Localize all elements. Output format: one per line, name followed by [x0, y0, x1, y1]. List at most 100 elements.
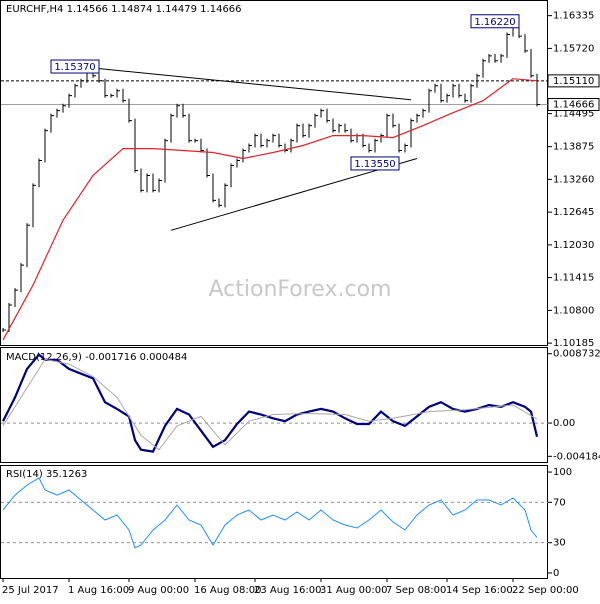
y-tick-label: 1.11415 [553, 273, 594, 284]
price-bar [536, 73, 540, 107]
x-tick-label: 9 Aug 00:00 [128, 585, 189, 596]
annotation-box [50, 59, 100, 74]
price-bar [56, 108, 60, 118]
price-bar [380, 133, 384, 143]
x-tick-label: 1 Aug 16:00 [68, 585, 129, 596]
y-tick-label: 1.14495 [553, 109, 594, 120]
y-tick-label: 0.00 [553, 418, 575, 429]
price-bar [296, 123, 300, 143]
price-bar [482, 58, 486, 78]
x-tick-label: 23 Aug 16:00 [254, 585, 321, 596]
price-bar [428, 88, 432, 113]
price-bar [458, 83, 462, 98]
y-tick-label: 1.12645 [553, 207, 594, 218]
trendline [170, 158, 418, 231]
annotation-label: 1.15370 [54, 62, 95, 73]
price-bar [104, 78, 108, 98]
price-bar [302, 123, 306, 138]
price-bar [152, 173, 156, 193]
y-tick-label: 100 [553, 467, 572, 478]
panel-title: RSI(14) 35.1263 [6, 469, 87, 480]
y-tick-label: 70 [553, 497, 566, 508]
y-tick-label: 30 [553, 538, 566, 549]
y-tick-label: 1.13875 [553, 142, 594, 153]
price-bar [44, 128, 48, 163]
y-tick-label: 1.10185 [553, 338, 594, 349]
level-box [547, 74, 600, 88]
price-bar [176, 103, 180, 118]
level-label: 1.14666 [553, 100, 594, 111]
price-bar [194, 138, 198, 143]
level-label: 1.15110 [553, 76, 594, 87]
y-tick-label: 0.008732 [553, 349, 600, 360]
y-tick-label: 1.13260 [553, 174, 594, 185]
y-tick-label: 1.12030 [553, 240, 594, 251]
price-bar [116, 88, 120, 98]
x-tick-label: 7 Sep 08:00 [386, 585, 446, 596]
price-bar [452, 83, 456, 98]
price-bar [212, 173, 216, 203]
price-bar [344, 123, 348, 133]
indicator-line [2, 477, 538, 549]
price-bar [80, 78, 84, 88]
price-bar [320, 108, 324, 118]
price-bar [20, 263, 24, 293]
x-tick-label: 14 Sep 16:00 [446, 585, 513, 596]
price-bar [158, 178, 162, 193]
x-tick-label: 22 Sep 00:00 [512, 585, 579, 596]
price-bar [38, 158, 42, 188]
main-panel [0, 0, 548, 346]
price-bar [404, 143, 408, 153]
price-bar [494, 53, 498, 63]
price-bar [338, 123, 342, 133]
price-bar [272, 133, 276, 143]
y-tick-label: 1.15720 [553, 43, 594, 54]
price-bar [446, 93, 450, 103]
price-bar [110, 93, 114, 98]
price-bar [14, 288, 18, 308]
price-bar [386, 113, 390, 138]
price-bar [74, 83, 78, 98]
price-bar [398, 123, 402, 153]
price-bar [170, 113, 174, 143]
price-bar [326, 108, 330, 123]
annotation-box [350, 156, 400, 171]
price-bar [122, 88, 126, 103]
price-bar [32, 183, 36, 228]
price-bar [416, 113, 420, 123]
price-bar [8, 303, 12, 332]
price-bar [356, 133, 360, 143]
price-bar [392, 113, 396, 128]
panel-title: MACD(12,26,9) -0.001716 0.000484 [6, 352, 187, 363]
price-bar [146, 173, 150, 193]
y-tick-label: -0.004184 [553, 451, 600, 462]
price-bar [68, 93, 72, 108]
rsi-panel [0, 465, 548, 579]
price-bar [368, 143, 372, 153]
price-bar [230, 163, 234, 188]
annotation-label: 1.13550 [354, 159, 395, 170]
price-bar [422, 108, 426, 118]
price-bar [266, 138, 270, 148]
macd-panel [0, 347, 548, 463]
price-bar [164, 138, 168, 183]
price-bar [140, 168, 144, 193]
price-bar [182, 103, 186, 118]
price-bar [332, 118, 336, 133]
watermark: ActionForex.com [209, 277, 392, 302]
price-bar [470, 83, 474, 103]
price-bar [224, 183, 228, 208]
price-bar [284, 143, 288, 153]
trendline [80, 66, 412, 101]
y-tick-label: 1.16335 [553, 11, 594, 22]
price-bar [248, 143, 252, 153]
price-bar [2, 327, 6, 332]
price-bar [410, 118, 414, 148]
y-tick-label: 1.10800 [553, 305, 594, 316]
x-tick-label: 16 Aug 08:00 [194, 585, 261, 596]
price-bar [314, 113, 318, 128]
price-bar [374, 138, 378, 153]
panel-title: EURCHF,H4 1.14566 1.14874 1.14479 1.1466… [6, 4, 242, 15]
